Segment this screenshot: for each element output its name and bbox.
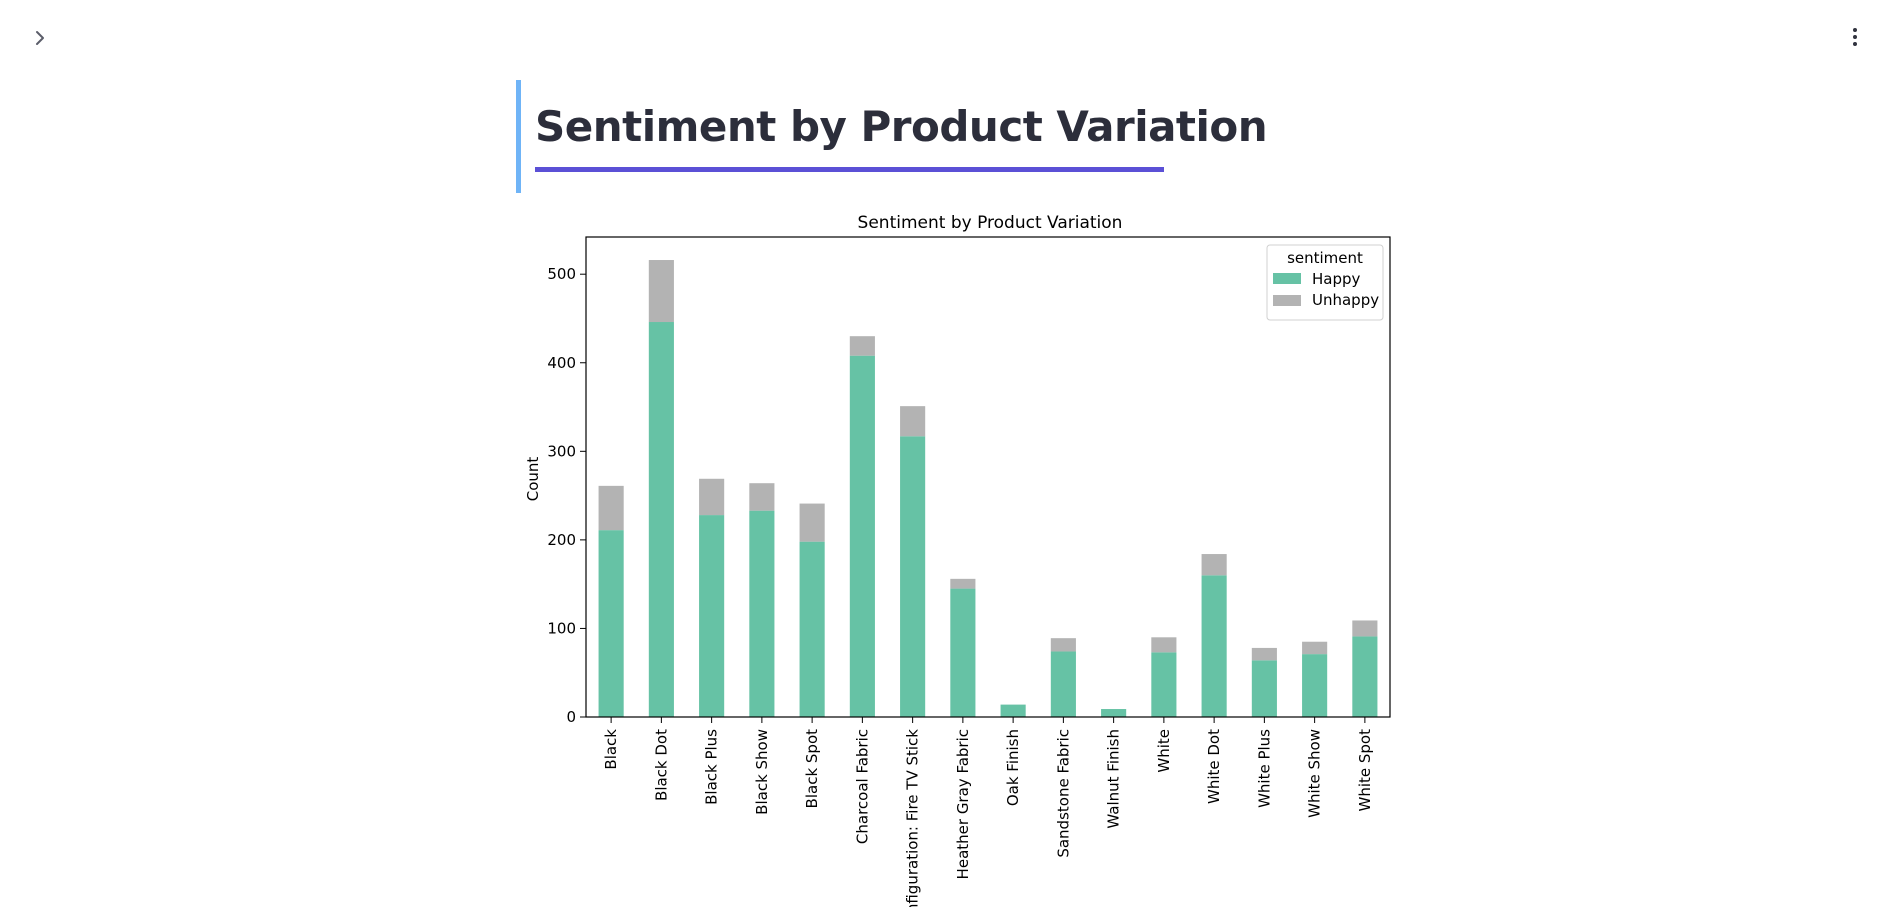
bar-unhappy-11 — [1151, 637, 1177, 653]
legend: sentiment Happy Unhappy — [1266, 244, 1384, 321]
x-tick-label: White Plus — [1255, 729, 1273, 808]
y-tick-label: 500 — [547, 265, 576, 283]
bar-unhappy-4 — [799, 503, 825, 542]
x-tick-label: White Show — [1306, 729, 1324, 818]
x-tick-label: White Dot — [1205, 729, 1223, 804]
x-tick-label: Black Spot — [803, 729, 821, 809]
page-title: Sentiment by Product Variation — [535, 102, 1268, 151]
bar-happy-5 — [849, 355, 875, 717]
x-tick-label: Sandstone Fabric — [1054, 729, 1072, 858]
bar-unhappy-13 — [1251, 647, 1277, 661]
y-axis-label: Count — [524, 457, 542, 502]
bar-happy-14 — [1302, 654, 1328, 717]
bar-happy-2 — [699, 515, 725, 717]
bar-happy-0 — [598, 530, 624, 717]
bar-happy-13 — [1251, 660, 1277, 717]
bar-unhappy-7 — [950, 578, 976, 589]
y-axis: 0 100 200 300 400 500 — [547, 265, 586, 726]
chevron-right-icon — [36, 31, 44, 45]
title-accent-bar — [516, 80, 521, 193]
title-underline — [535, 167, 1164, 172]
legend-swatch-happy — [1273, 273, 1301, 284]
x-tick-label: Black Dot — [652, 729, 670, 801]
bar-happy-15 — [1352, 636, 1378, 717]
main-menu-button[interactable] — [1848, 26, 1862, 48]
bar-happy-4 — [799, 541, 825, 717]
bar-happy-1 — [648, 322, 674, 717]
bar-happy-8 — [1000, 704, 1026, 717]
x-tick-label: Oak Finish — [1004, 729, 1022, 806]
y-tick-label: 200 — [547, 531, 576, 549]
title-block: Sentiment by Product Variation — [516, 80, 1268, 193]
chart-title: Sentiment by Product Variation — [858, 213, 1123, 233]
x-tick-label: Heather Gray Fabric — [954, 729, 972, 879]
x-tick-label: Black — [602, 729, 620, 770]
bar-unhappy-3 — [749, 483, 775, 511]
y-tick-label: 400 — [547, 354, 576, 372]
bar-unhappy-9 — [1050, 638, 1076, 652]
y-tick-label: 0 — [566, 708, 576, 726]
bar-unhappy-14 — [1302, 641, 1328, 655]
bar-unhappy-1 — [648, 260, 674, 323]
x-axis: Black Black Dot Black Plus Black Show Black … — [602, 717, 1374, 907]
x-tick-label: Charcoal Fabric — [853, 729, 871, 844]
x-tick-label: Black Plus — [703, 729, 721, 805]
bar-happy-11 — [1151, 652, 1177, 717]
y-tick-label: 100 — [547, 619, 576, 637]
bar-happy-9 — [1050, 651, 1076, 717]
sidebar-toggle-button[interactable] — [30, 28, 50, 48]
vertical-dots-icon — [1853, 28, 1857, 32]
bar-happy-12 — [1201, 575, 1227, 717]
x-tick-label: White — [1155, 729, 1173, 773]
bar-unhappy-15 — [1352, 620, 1378, 637]
bar-unhappy-0 — [598, 485, 624, 531]
bar-unhappy-12 — [1201, 554, 1227, 576]
x-tick-label: White Spot — [1356, 729, 1374, 812]
x-tick-label: Walnut Finish — [1105, 729, 1123, 829]
bar-happy-7 — [950, 588, 976, 717]
x-tick-label: Black Show — [753, 729, 771, 815]
bar-happy-3 — [749, 510, 775, 717]
bar-happy-6 — [900, 436, 926, 717]
legend-swatch-unhappy — [1273, 295, 1301, 306]
x-tick-label: Configuration: Fire TV Stick — [904, 729, 922, 907]
bar-unhappy-5 — [849, 336, 875, 356]
y-tick-label: 300 — [547, 442, 576, 460]
bars-group — [598, 260, 1378, 717]
bar-unhappy-2 — [699, 478, 725, 516]
legend-label-unhappy: Unhappy — [1312, 291, 1379, 309]
bar-unhappy-6 — [900, 406, 926, 437]
stacked-bar-chart: Sentiment by Product Variation Count 0 10… — [524, 213, 1391, 907]
plot-frame — [585, 236, 1391, 718]
bar-happy-10 — [1101, 709, 1127, 717]
legend-label-happy: Happy — [1312, 270, 1361, 288]
legend-title: sentiment — [1287, 249, 1363, 267]
